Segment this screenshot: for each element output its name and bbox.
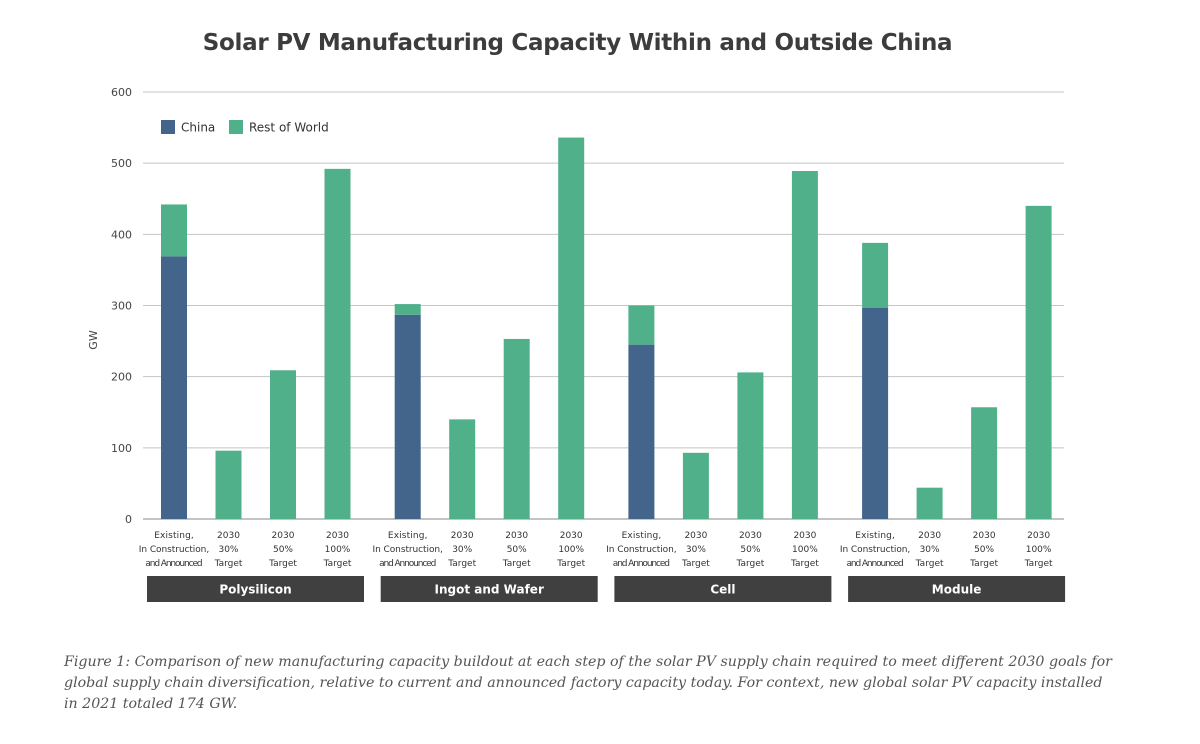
y-tick-label: 100	[111, 442, 132, 455]
category-label: Target	[915, 559, 944, 569]
bar-rest-of-world	[1025, 205, 1052, 519]
y-tick-label: 0	[125, 513, 132, 526]
category-label: In Construction,	[840, 545, 910, 555]
bar-china	[862, 307, 889, 519]
figure-caption: Figure 1: Comparison of new manufacturin…	[64, 654, 1112, 712]
bar-rest-of-world	[558, 137, 585, 519]
category-label: 50%	[974, 545, 994, 555]
legend-swatch-rest-of-world	[229, 120, 243, 134]
category-label: 30%	[218, 545, 238, 555]
group-banner	[614, 576, 832, 602]
category-label: 2030	[272, 531, 295, 541]
category-label: 2030	[217, 531, 240, 541]
category-label: 2030	[739, 531, 762, 541]
bar-rest-of-world	[862, 242, 889, 308]
category-label: Target	[556, 559, 585, 569]
bar-rest-of-world	[503, 338, 530, 519]
category-label: 2030	[1027, 531, 1050, 541]
legend-swatch-china	[161, 120, 175, 134]
category-label: and Announced	[613, 559, 670, 569]
category-label: In Construction,	[606, 545, 676, 555]
bar-rest-of-world	[161, 204, 187, 257]
category-label: Existing,	[855, 531, 895, 541]
category-label: 2030	[973, 531, 996, 541]
category-label: 30%	[920, 545, 940, 555]
category-label: In Construction,	[373, 545, 443, 555]
category-label: 100%	[1026, 545, 1052, 555]
category-label: 50%	[273, 545, 293, 555]
group-banner	[848, 576, 1066, 602]
category-label: Target	[681, 559, 710, 569]
category-label: 100%	[558, 545, 584, 555]
bar-rest-of-world	[449, 419, 476, 519]
category-label: 2030	[793, 531, 816, 541]
category-label: In Construction,	[139, 545, 209, 555]
y-tick-label: 400	[111, 228, 132, 241]
y-tick-label: 200	[111, 371, 132, 384]
group-banner	[147, 576, 364, 602]
category-label: Target	[268, 559, 297, 569]
group-label: Polysilicon	[219, 583, 291, 597]
category-label: 30%	[452, 545, 472, 555]
group-label: Module	[932, 583, 982, 597]
category-label: 2030	[451, 531, 474, 541]
bar-china	[394, 314, 421, 519]
bar-rest-of-world	[916, 487, 943, 519]
bar-rest-of-world	[215, 450, 242, 519]
category-label: Existing,	[388, 531, 428, 541]
category-label: Target	[790, 559, 819, 569]
bar-china	[161, 256, 187, 519]
bar-china	[628, 344, 655, 519]
category-label: 2030	[505, 531, 528, 541]
category-label: 100%	[325, 545, 351, 555]
y-tick-label: 600	[111, 86, 132, 99]
category-label: 2030	[560, 531, 583, 541]
category-label: Target	[214, 559, 243, 569]
group-label: Ingot and Wafer	[435, 583, 544, 597]
category-label: Target	[735, 559, 764, 569]
chart-title: Solar PV Manufacturing Capacity Within a…	[202, 30, 953, 56]
category-label: Target	[1024, 559, 1053, 569]
bar-rest-of-world	[737, 372, 764, 519]
bar-rest-of-world	[324, 168, 351, 520]
category-label: 50%	[507, 545, 527, 555]
legend-label-china: China	[181, 121, 215, 135]
category-label: and Announced	[145, 559, 202, 569]
category-label: 2030	[684, 531, 707, 541]
category-label: Target	[502, 559, 531, 569]
y-tick-label: 300	[111, 300, 132, 313]
bar-rest-of-world	[628, 305, 655, 345]
bar-rest-of-world	[791, 170, 818, 519]
category-label: Target	[447, 559, 476, 569]
bar-rest-of-world	[394, 304, 421, 315]
category-label: and Announced	[847, 559, 904, 569]
category-label: Existing,	[622, 531, 662, 541]
group-banner	[380, 576, 598, 602]
category-label: Existing,	[154, 531, 194, 541]
category-label: Target	[969, 559, 998, 569]
category-label: 100%	[792, 545, 818, 555]
y-axis-label: GW	[87, 330, 100, 350]
y-tick-label: 500	[111, 157, 132, 170]
category-label: 2030	[326, 531, 349, 541]
bar-rest-of-world	[971, 407, 998, 519]
category-label: and Announced	[379, 559, 436, 569]
category-label: Target	[323, 559, 352, 569]
bar-rest-of-world	[270, 370, 296, 519]
group-label: Cell	[710, 583, 735, 597]
category-label: 30%	[686, 545, 706, 555]
category-label: 50%	[740, 545, 760, 555]
legend-label-rest-of-world: Rest of World	[249, 121, 329, 135]
bar-chart: 0 100 200 300 400 500 600 GW Existing, In Constru…	[87, 86, 1066, 602]
bar-rest-of-world	[682, 452, 709, 519]
category-label: 2030	[918, 531, 941, 541]
